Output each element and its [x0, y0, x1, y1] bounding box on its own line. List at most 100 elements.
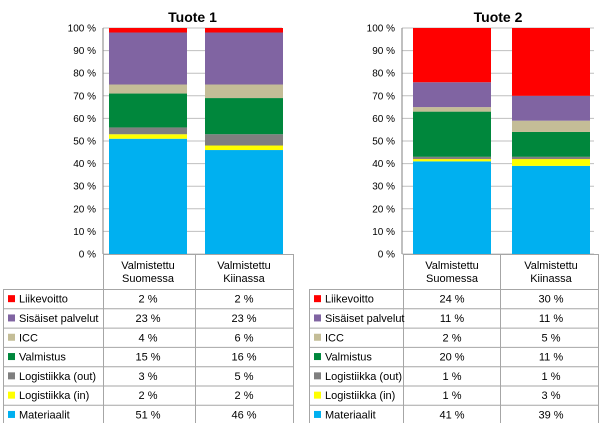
data-label: 2 %: [235, 390, 254, 402]
legend-entry: Logistiikka (out): [325, 371, 402, 383]
bar-segment: [109, 28, 187, 33]
data-label: 30 %: [538, 294, 563, 306]
bar-segment: [413, 161, 491, 254]
data-table: Valmistettu Suomessa Valmistettu Kiinassa Li…: [3, 254, 294, 423]
legend-entry: Liikevoitto: [19, 294, 68, 306]
data-label: 1 %: [443, 371, 462, 383]
y-tick-label: 10 %: [73, 227, 96, 238]
chart-panel-1: Tuote 1 0 % 10 % 20 % 30 % 40 % 50 % 60 % 70 % 80…: [3, 9, 294, 423]
legend-key: [8, 410, 15, 418]
legend-entry: Valmistus: [19, 352, 66, 364]
legend-entry: ICC: [325, 332, 344, 344]
chart-title: Tuote 1: [168, 9, 217, 25]
bar-segment: [205, 150, 283, 254]
y-tick-label: 0 %: [79, 250, 96, 261]
y-tick-label: 80 %: [372, 69, 395, 80]
y-tick-label: 50 %: [73, 137, 96, 148]
y-tick-label: 10 %: [372, 227, 395, 238]
data-table: Valmistettu Suomessa Valmistettu Kiinassa Li…: [309, 254, 599, 423]
data-label: 1 %: [443, 390, 462, 402]
y-tick-label: 90 %: [73, 46, 96, 57]
legend-key: [314, 372, 321, 380]
y-tick-label: 60 %: [73, 114, 96, 125]
bar-segment: [205, 84, 283, 99]
x-tick-label: Valmistettu Suomessa: [121, 260, 175, 285]
chart-title: Tuote 2: [474, 9, 523, 25]
data-label: 5 %: [542, 332, 561, 344]
data-label: 11 %: [539, 352, 563, 364]
legend-key: [314, 391, 321, 399]
bar-segment: [413, 156, 491, 160]
bar-segment: [109, 127, 187, 135]
data-label: 23 %: [231, 313, 256, 325]
legend-key: [314, 333, 321, 341]
y-tick-label: 100 %: [68, 24, 96, 35]
legend-key: [8, 314, 15, 322]
x-tick-label: Valmistettu Kiinassa: [524, 260, 578, 285]
bar-segment: [109, 134, 187, 139]
legend-key: [314, 410, 321, 418]
y-tick-label: 20 %: [372, 204, 395, 215]
bar-segment: [205, 32, 283, 85]
data-label: 16 %: [231, 352, 256, 364]
bar-segment: [205, 145, 283, 151]
legend-entry: Sisäiset palvelut: [325, 313, 405, 325]
data-label: 46 %: [231, 409, 256, 421]
data-label: 15 %: [135, 352, 160, 364]
data-label: 11 %: [440, 313, 464, 325]
legend-entry: Logistiikka (in): [19, 390, 89, 402]
legend-entry: Sisäiset palvelut: [19, 313, 99, 325]
y-tick-label: 100 %: [367, 24, 395, 35]
data-label: 11 %: [539, 313, 563, 325]
legend-key: [8, 391, 15, 399]
legend-key: [8, 333, 15, 341]
data-label: 4 %: [139, 332, 158, 344]
legend-key: [8, 295, 15, 303]
bar-segment: [512, 156, 590, 160]
y-tick-label: 20 %: [73, 204, 96, 215]
bar-segment: [109, 84, 187, 94]
bar-segment: [512, 28, 590, 96]
y-tick-label: 40 %: [73, 159, 96, 170]
bar-segment: [512, 159, 590, 166]
x-tick-label: Valmistettu Kiinassa: [217, 260, 271, 285]
bar-segment: [205, 134, 283, 146]
y-tick-label: 50 %: [372, 137, 395, 148]
y-tick-label: 30 %: [372, 182, 395, 193]
data-label: 2 %: [443, 332, 462, 344]
data-label: 6 %: [235, 332, 254, 344]
data-label: 1 %: [542, 371, 561, 383]
y-tick-label: 80 %: [73, 69, 96, 80]
data-label: 20 %: [439, 352, 464, 364]
bar-segment: [109, 138, 187, 254]
legend-key: [314, 353, 321, 361]
data-label: 23 %: [135, 313, 160, 325]
y-tick-label: 40 %: [372, 159, 395, 170]
bar-segment: [413, 111, 491, 157]
bar-segment: [413, 159, 491, 162]
legend-key: [314, 295, 321, 303]
legend-key: [8, 353, 15, 361]
data-label: 2 %: [235, 294, 254, 306]
legend-entry: Materiaalit: [325, 409, 376, 421]
legend-entry: Logistiikka (in): [325, 390, 395, 402]
y-tick-label: 90 %: [372, 46, 395, 57]
x-tick-label: Valmistettu Suomessa: [425, 260, 479, 285]
y-tick-label: 60 %: [372, 114, 395, 125]
legend-key: [314, 314, 321, 322]
y-tick-label: 30 %: [73, 182, 96, 193]
data-label: 3 %: [139, 371, 158, 383]
data-label: 51 %: [135, 409, 160, 421]
y-tick-label: 0 %: [378, 250, 395, 261]
bar-segment: [413, 107, 491, 112]
bar-segment: [512, 131, 590, 157]
bar-segment: [512, 95, 590, 121]
legend-key: [8, 372, 15, 380]
bar-segment: [512, 165, 590, 254]
y-tick-label: 70 %: [372, 91, 395, 102]
bar-segment: [109, 32, 187, 85]
bar-segment: [413, 82, 491, 108]
data-label: 3 %: [542, 390, 561, 402]
legend-entry: ICC: [19, 332, 38, 344]
